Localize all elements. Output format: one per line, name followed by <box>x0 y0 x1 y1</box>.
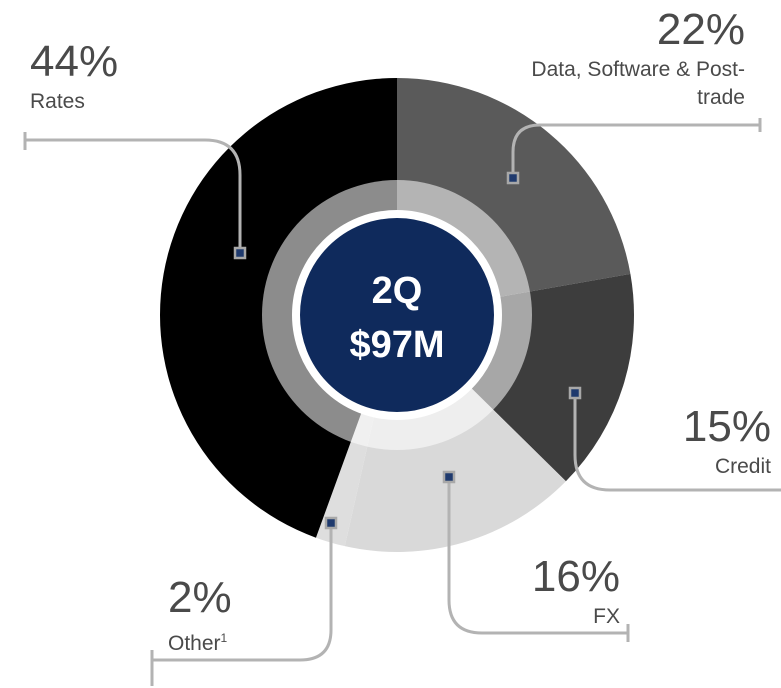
slice-label: 44% Rates <box>30 40 230 116</box>
slice-label: 15% Credit <box>571 405 771 481</box>
slice-percent: 22% <box>656 5 745 54</box>
leader-line <box>511 118 762 178</box>
leader-marker <box>506 171 520 185</box>
category-name: Data, Software & Post-trade <box>531 58 745 109</box>
slice-name: Credit <box>571 453 771 481</box>
category-name: Credit <box>714 455 771 478</box>
center-value: $97M <box>349 324 444 366</box>
slice-percent: 15% <box>682 402 771 451</box>
slice-label: 22% Data, Software & Post-trade <box>485 8 745 112</box>
center-title: 2Q <box>372 270 423 312</box>
leader-line <box>23 132 242 253</box>
slice-percent: 44% <box>30 37 119 86</box>
slice-percent: 2% <box>168 573 232 622</box>
leader-marker <box>324 516 338 530</box>
slice-label: 16% FX <box>420 555 620 631</box>
leader-marker <box>442 470 456 484</box>
category-name: Rates <box>30 90 85 113</box>
slice-percent: 16% <box>531 552 620 601</box>
slice-name: FX <box>420 603 620 631</box>
leader-marker <box>568 386 582 400</box>
category-name: Other <box>168 632 221 655</box>
footnote-mark: 1 <box>220 631 228 645</box>
slice-name: Data, Software & Post-trade <box>485 56 745 112</box>
slice-label: 2% Other1 <box>168 576 318 658</box>
center-circle <box>292 210 502 420</box>
slice-name: Other1 <box>168 624 318 658</box>
slice-name: Rates <box>30 88 230 116</box>
leader-marker <box>233 246 247 260</box>
category-name: FX <box>593 605 620 628</box>
leader-line <box>150 523 333 686</box>
leader-line <box>573 393 781 492</box>
leader-line <box>447 477 630 642</box>
